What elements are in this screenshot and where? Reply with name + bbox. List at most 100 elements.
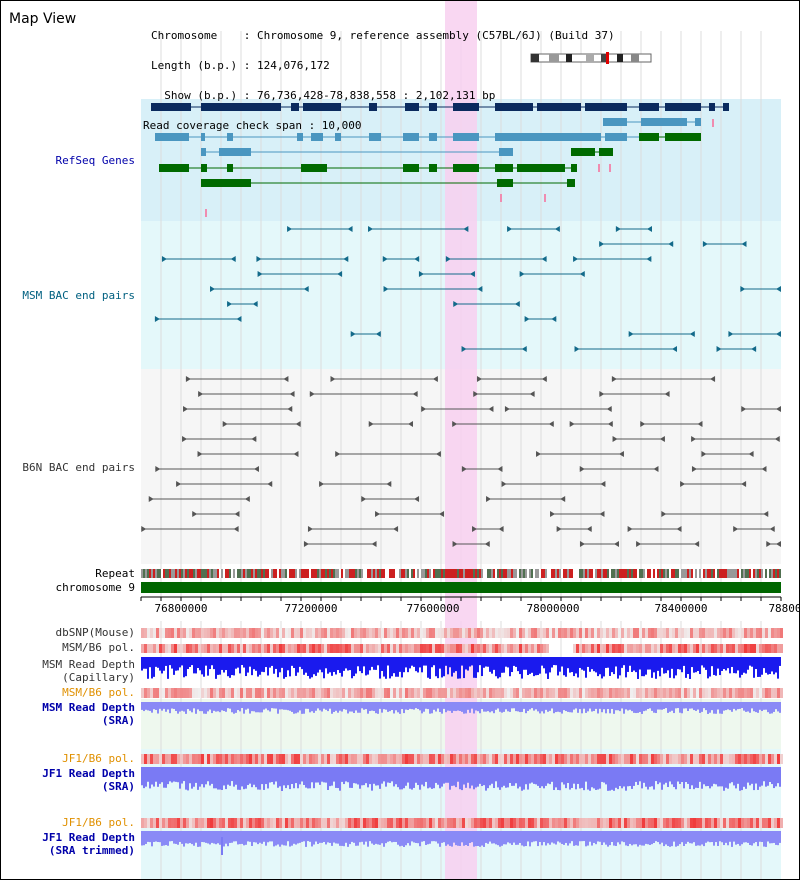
snp-heat-cell [246, 754, 249, 764]
read-depth-bar [209, 767, 211, 786]
read-depth-bar [705, 831, 707, 843]
read-depth-bar [729, 657, 731, 674]
snp-heat-cell [594, 754, 597, 764]
repeat-segment [415, 569, 417, 578]
jf1-read-depth-trimmed-label[interactable]: JF1 Read Depth [42, 831, 135, 844]
read-depth-bar [635, 831, 637, 845]
read-depth-bar [761, 831, 763, 843]
gene-exon [639, 103, 659, 111]
read-depth-bar [497, 702, 499, 709]
snp-heat-cell [210, 818, 213, 828]
snp-heat-cell [162, 688, 165, 698]
snp-heat-cell [450, 628, 453, 638]
read-depth-bar [151, 831, 153, 847]
refseq-genes-label[interactable]: RefSeq Genes [55, 154, 135, 167]
msm-read-depth-sra-label[interactable]: MSM Read Depth [42, 701, 135, 714]
snp-heat-cell [648, 628, 651, 638]
read-depth-bar [227, 767, 229, 785]
jf1-read-depth-sra-label[interactable]: JF1 Read Depth [42, 767, 135, 780]
read-depth-bar [597, 657, 599, 677]
read-depth-bar [527, 831, 529, 842]
msm-read-depth-capillary-label[interactable]: MSM Read Depth [42, 658, 135, 671]
read-depth-bar [489, 657, 491, 672]
snp-heat-cell [660, 628, 663, 638]
read-depth-bar [725, 767, 727, 788]
gene-exon [641, 118, 687, 126]
read-depth-bar [623, 702, 625, 714]
read-depth-bar [241, 767, 243, 787]
read-depth-bar [591, 831, 593, 846]
msm-bac-end [702, 241, 708, 247]
read-depth-bar [667, 767, 669, 788]
dbsnp-label[interactable]: dbSNP(Mouse) [55, 626, 135, 639]
repeat-segment [529, 569, 531, 578]
snp-heat-cell [642, 644, 645, 653]
b6n-bac-label[interactable]: B6N BAC end pairs [22, 461, 135, 474]
read-depth-bar [763, 657, 765, 669]
read-depth-bar [327, 702, 329, 712]
snp-heat-cell [366, 818, 369, 828]
repeat-segment [229, 569, 231, 578]
read-depth-bar [611, 702, 613, 709]
repeat-segment [347, 569, 349, 578]
read-depth-bar [703, 767, 705, 785]
read-depth-bar [141, 702, 143, 710]
repeat-segment [621, 569, 623, 578]
snp-heat-cell [312, 628, 315, 638]
repeat-segment [469, 569, 471, 578]
read-depth-bar [523, 831, 525, 847]
snp-heat-cell [615, 644, 618, 653]
snp-heat-cell [498, 644, 501, 653]
read-depth-bar [161, 831, 163, 846]
snp-heat-cell [441, 628, 444, 638]
msm-read-depth-sra-sub: (SRA) [101, 714, 135, 727]
read-depth-bar [395, 702, 397, 711]
snp-heat-cell [186, 688, 189, 698]
snp-heat-cell [462, 644, 465, 653]
snp-heat-cell [342, 754, 345, 764]
msm-b6-pol-sra-label[interactable]: MSM/B6 pol. [62, 686, 135, 699]
snp-heat-cell [588, 688, 591, 698]
snp-heat-cell [555, 628, 558, 638]
snp-heat-cell [600, 644, 603, 653]
read-depth-bar [623, 831, 625, 843]
read-depth-bar [339, 702, 341, 711]
read-depth-bar [309, 702, 311, 713]
read-depth-bar [217, 767, 219, 790]
read-depth-bar [197, 831, 199, 847]
read-depth-bar [519, 657, 521, 675]
snp-heat-cell [339, 754, 342, 764]
snp-heat-cell [552, 818, 555, 828]
read-depth-bar [375, 657, 377, 670]
snp-heat-cell [423, 628, 426, 638]
read-depth-bar [431, 702, 433, 714]
read-depth-bar [189, 831, 191, 844]
repeat-segment [617, 569, 619, 578]
snp-heat-cell [267, 644, 270, 653]
read-depth-bar [323, 831, 325, 842]
jf1-b6-pol-trimmed-label[interactable]: JF1/B6 pol. [62, 816, 135, 829]
repeat-segment [687, 569, 689, 578]
read-depth-bar [611, 767, 613, 790]
snp-heat-cell [474, 644, 477, 653]
msm-b6-pol-label[interactable]: MSM/B6 pol. [62, 641, 135, 654]
read-depth-bar [453, 831, 455, 843]
snp-heat-cell [513, 754, 516, 764]
b6n-bac-end [244, 496, 250, 502]
snp-heat-cell [525, 644, 528, 653]
snp-heat-cell [381, 754, 384, 764]
read-depth-bar [325, 831, 327, 845]
read-depth-bar [145, 657, 147, 669]
repeat-segment [749, 569, 751, 578]
msm-bac-label[interactable]: MSM BAC end pairs [22, 289, 135, 302]
snp-heat-cell [777, 754, 780, 764]
snp-heat-cell [297, 628, 300, 638]
repeat-segment [159, 569, 161, 578]
snp-heat-cell [489, 688, 492, 698]
jf1-b6-pol-label[interactable]: JF1/B6 pol. [62, 752, 135, 765]
snp-heat-cell [690, 688, 693, 698]
repeat-segment [563, 569, 565, 578]
read-depth-bar [221, 767, 223, 790]
read-depth-bar [435, 767, 437, 783]
